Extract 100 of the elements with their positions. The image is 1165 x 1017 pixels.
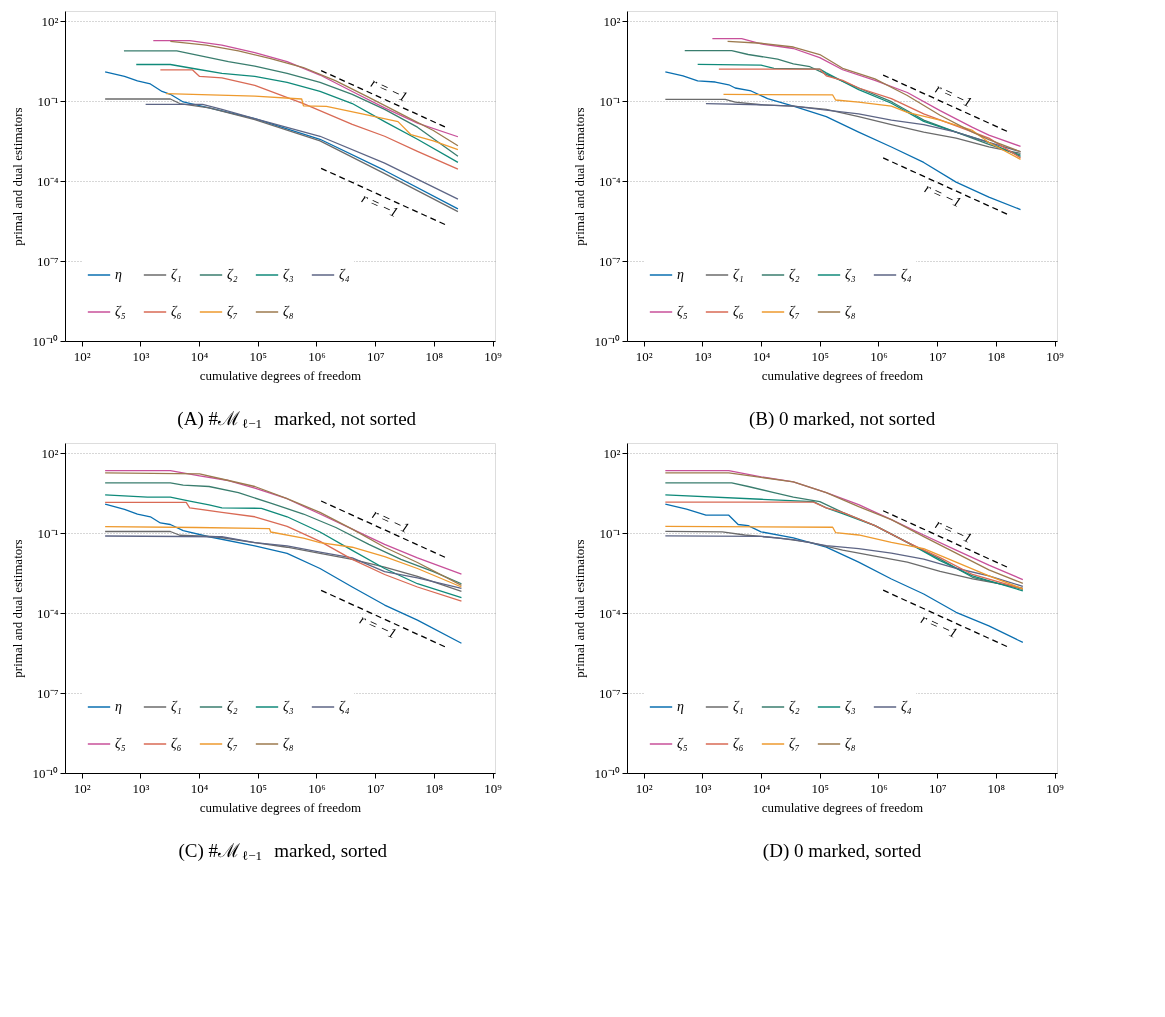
annotation: r = −1 bbox=[932, 80, 975, 111]
x-tick-label: 10³ bbox=[132, 348, 150, 364]
y-tick-label: 10⁻⁷ bbox=[36, 685, 59, 701]
legend-label: ζ₂ bbox=[789, 699, 800, 714]
x-tick-label: 10⁸ bbox=[987, 348, 1006, 364]
x-tick-label: 10⁹ bbox=[484, 780, 503, 796]
x-tick-label: 10⁵ bbox=[249, 780, 268, 796]
y-axis-title: primal and dual estimators bbox=[571, 107, 587, 246]
legend-label: ζ₈ bbox=[845, 736, 856, 751]
legend-label: η bbox=[677, 267, 684, 282]
x-tick-label: 10² bbox=[73, 348, 91, 364]
y-tick-label: 10⁻¹⁰ bbox=[594, 765, 621, 781]
y-axis-title: primal and dual estimators bbox=[9, 107, 25, 246]
legend-label: ζ₅ bbox=[115, 304, 126, 319]
legend-label: ζ₁ bbox=[733, 267, 744, 282]
y-tick-label: 10⁻¹⁰ bbox=[32, 333, 59, 349]
legend-label: ζ₄ bbox=[901, 699, 912, 714]
x-tick-label: 10⁶ bbox=[308, 780, 326, 796]
legend-label: ζ₄ bbox=[339, 267, 350, 282]
x-tick-label: 10⁸ bbox=[425, 348, 444, 364]
y-axis-title: primal and dual estimators bbox=[9, 539, 25, 678]
annotation: r = −1 bbox=[359, 190, 401, 221]
x-axis-title: cumulative degrees of freedom bbox=[761, 799, 924, 815]
legend-label: ζ₇ bbox=[789, 304, 800, 319]
legend-label: ζ₃ bbox=[283, 699, 294, 714]
x-tick-label: 10⁵ bbox=[249, 348, 268, 364]
x-tick-label: 10² bbox=[635, 348, 653, 364]
legend-label: η bbox=[115, 699, 122, 714]
legend-label: ζ₇ bbox=[227, 736, 238, 751]
legend-label: ζ₃ bbox=[845, 699, 856, 714]
legend-label: ζ₄ bbox=[901, 267, 912, 282]
x-tick-label: 10³ bbox=[694, 348, 712, 364]
legend-label: ζ₄ bbox=[339, 699, 350, 714]
y-tick-label: 10⁻⁴ bbox=[598, 173, 621, 189]
legend-label: ζ₆ bbox=[733, 736, 744, 751]
x-tick-label: 10⁹ bbox=[1046, 780, 1065, 796]
y-tick-label: 10⁻¹⁰ bbox=[594, 333, 621, 349]
x-axis-title: cumulative degrees of freedom bbox=[199, 799, 362, 815]
legend-label: ζ₂ bbox=[227, 699, 238, 714]
x-tick-label: 10² bbox=[635, 780, 653, 796]
legend-label: ζ₆ bbox=[171, 736, 182, 751]
x-tick-label: 10⁵ bbox=[811, 780, 830, 796]
y-tick-label: 10² bbox=[41, 445, 59, 461]
x-tick-label: 10⁶ bbox=[308, 348, 326, 364]
text: (D) 0 marked, sorted bbox=[762, 840, 922, 862]
y-tick-label: 10⁻¹ bbox=[599, 93, 621, 109]
x-tick-label: 10⁹ bbox=[484, 348, 503, 364]
y-tick-label: 10⁻⁷ bbox=[598, 685, 621, 701]
legend-label: ζ₃ bbox=[845, 267, 856, 282]
y-tick-label: 10² bbox=[603, 445, 621, 461]
y-tick-label: 10⁻¹ bbox=[599, 525, 621, 541]
legend-label: ζ₃ bbox=[283, 267, 294, 282]
y-tick-label: 10⁻⁴ bbox=[36, 173, 59, 189]
y-tick-label: 10⁻¹⁰ bbox=[32, 765, 59, 781]
x-tick-label: 10⁴ bbox=[752, 780, 771, 796]
y-tick-label: 10⁻¹ bbox=[37, 93, 59, 109]
x-tick-label: 10⁵ bbox=[811, 348, 830, 364]
x-tick-label: 10⁷ bbox=[366, 348, 385, 364]
x-tick-label: 10⁷ bbox=[928, 348, 947, 364]
legend-label: ζ₂ bbox=[789, 267, 800, 282]
x-tick-label: 10⁷ bbox=[928, 780, 947, 796]
x-tick-label: 10⁴ bbox=[752, 348, 771, 364]
legend-label: ζ₂ bbox=[227, 267, 238, 282]
x-tick-label: 10⁸ bbox=[425, 780, 444, 796]
x-tick-label: 10³ bbox=[694, 780, 712, 796]
legend-label: η bbox=[115, 267, 122, 282]
legend-label: ζ₅ bbox=[677, 304, 688, 319]
legend-label: ζ₁ bbox=[171, 267, 182, 282]
annotation: r = −1 bbox=[357, 611, 399, 642]
y-tick-label: 10² bbox=[603, 13, 621, 29]
x-tick-label: 10³ bbox=[132, 780, 150, 796]
annotation: r = −1 bbox=[368, 75, 410, 105]
x-tick-label: 10² bbox=[73, 780, 91, 796]
x-axis-title: cumulative degrees of freedom bbox=[761, 367, 924, 383]
legend-label: η bbox=[677, 699, 684, 714]
y-tick-label: 10² bbox=[41, 13, 59, 29]
annotation: r = −1 bbox=[932, 516, 975, 546]
x-tick-label: 10⁶ bbox=[870, 780, 888, 796]
annotation: r = −1 bbox=[918, 611, 960, 641]
legend-label: ζ₁ bbox=[733, 699, 744, 714]
legend-label: ζ₆ bbox=[733, 304, 744, 319]
x-tick-label: 10⁴ bbox=[190, 348, 209, 364]
annotation: r = −1 bbox=[370, 506, 412, 536]
x-tick-label: 10⁶ bbox=[870, 348, 888, 364]
y-tick-label: 10⁻¹ bbox=[37, 525, 59, 541]
legend-label: ζ₈ bbox=[283, 736, 294, 751]
legend-label: ζ₈ bbox=[845, 304, 856, 319]
y-tick-label: 10⁻⁴ bbox=[36, 605, 59, 621]
legend-label: ζ₅ bbox=[115, 736, 126, 751]
legend-label: ζ₇ bbox=[227, 304, 238, 319]
legend-label: ζ₇ bbox=[789, 736, 800, 751]
legend-label: ζ₆ bbox=[171, 304, 182, 319]
legend-label: ζ₁ bbox=[171, 699, 182, 714]
text: (B) 0 marked, not sorted bbox=[748, 408, 936, 430]
y-axis-title: primal and dual estimators bbox=[571, 539, 587, 678]
y-tick-label: 10⁻⁷ bbox=[598, 253, 621, 269]
legend-label: ζ₈ bbox=[283, 304, 294, 319]
x-tick-label: 10⁹ bbox=[1046, 348, 1065, 364]
legend-label: ζ₅ bbox=[677, 736, 688, 751]
x-axis-title: cumulative degrees of freedom bbox=[199, 367, 362, 383]
